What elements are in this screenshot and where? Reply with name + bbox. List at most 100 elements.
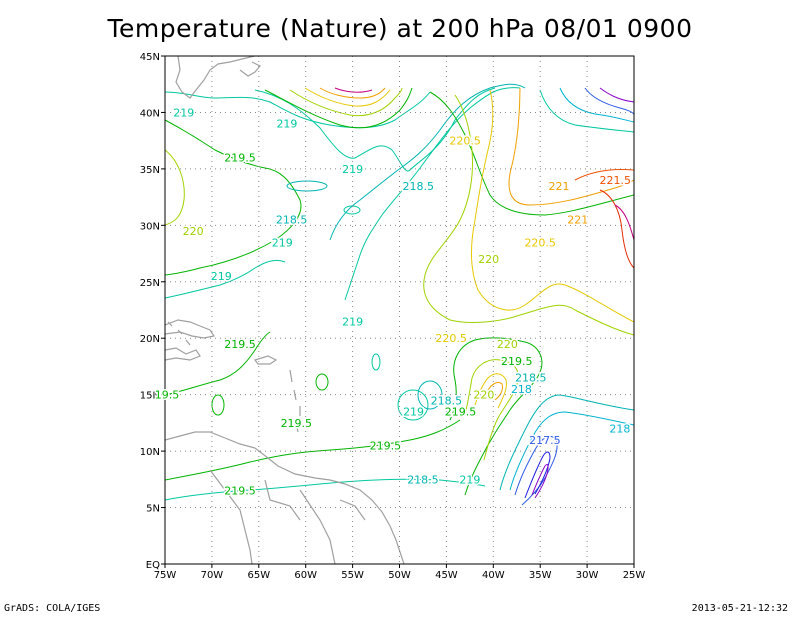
contour-label: 219	[342, 315, 363, 328]
contour-label: 219	[276, 118, 297, 131]
x-tick-label: 65W	[247, 570, 270, 581]
contour-label: 219	[211, 270, 232, 283]
contour-219-5-east	[429, 91, 634, 216]
y-tick-label: 25N	[140, 278, 160, 289]
y-tick-label: 20N	[140, 334, 160, 345]
y-tick-label: 15N	[140, 391, 160, 402]
contour-219-south	[165, 478, 486, 501]
contour-label: 218	[511, 383, 532, 396]
contour-label: 220.5	[524, 236, 556, 249]
contour-label: 220	[183, 225, 204, 238]
contour-219-western-lower	[165, 259, 286, 299]
contour-label: 219.5	[281, 417, 313, 430]
contour-219-5-south	[165, 419, 461, 481]
temperature-contours	[165, 83, 634, 506]
y-tick-label: 40N	[140, 108, 160, 119]
grid-lines	[165, 56, 634, 564]
contour-label: 219	[459, 473, 480, 486]
x-tick-label: 60W	[294, 570, 317, 581]
coast-interior-river-2	[299, 489, 336, 564]
contour-warm-core-1	[599, 189, 634, 269]
eddy-2	[286, 180, 328, 192]
footer-credit: GrADS: COLA/IGES	[4, 603, 101, 614]
contour-label: 219.5	[224, 338, 256, 351]
y-tick-label: EQ	[146, 560, 160, 571]
x-tick-label: 50W	[388, 570, 411, 581]
contour-ne-cold-3	[584, 87, 634, 115]
contour-label: 220	[478, 253, 499, 266]
contour-label: 220	[497, 338, 518, 351]
y-tick-label: 5N	[146, 504, 160, 515]
contour-tongue-221	[487, 381, 503, 401]
coast-north-america	[175, 56, 256, 99]
contour-label: 221.5	[599, 174, 631, 187]
y-tick-label: 10N	[140, 447, 160, 458]
map-title: Temperature (Nature) at 200 hPa 08/01 09…	[107, 14, 693, 43]
longitude-axis: 75W 70W 65W 60W 55W 50W 45W 40W 35W 30W 25W	[154, 564, 645, 581]
contour-ne-cold-2	[559, 87, 634, 123]
contour-label: 219.5	[224, 152, 256, 165]
eddy-7	[371, 353, 381, 371]
eddy-3	[315, 373, 329, 391]
contour-tongue-220	[464, 359, 519, 461]
eddy-1	[343, 205, 361, 215]
contour-label: 219.5	[370, 439, 402, 452]
contour-labels: 219 219 219.5 219 218.5 218.5 220.5 221 221.5 221…	[153, 105, 632, 499]
eddy-5	[417, 380, 443, 410]
contour-label: 218.5	[403, 180, 435, 193]
contour-label: 218.5	[515, 372, 547, 385]
contour-220-west	[165, 149, 185, 226]
contour-219-5-west	[165, 119, 302, 276]
contour-nc-warm-4	[319, 87, 386, 99]
contour-se-217	[524, 451, 551, 499]
contour-tongue-219-5	[449, 337, 543, 496]
contour-ne-cold-4	[599, 87, 634, 103]
y-tick-label: 30N	[140, 221, 160, 232]
contour-220-5	[471, 89, 634, 323]
coast-puerto-rico	[254, 355, 278, 365]
contour-label: 219	[173, 106, 194, 119]
contour-warm-core-2	[614, 204, 634, 241]
contour-219-central	[254, 87, 496, 172]
y-tick-label: 35N	[140, 165, 160, 176]
contour-219-5-caribbean	[165, 331, 271, 396]
contour-se-218	[509, 411, 634, 491]
contour-label: 220.5	[449, 135, 481, 148]
contour-label: 221	[567, 214, 588, 227]
x-tick-label: 40W	[482, 570, 505, 581]
footer-timestamp: 2013-05-21-12:32	[691, 603, 788, 614]
contour-nc-warm-3	[304, 87, 391, 107]
coast-interior-border	[264, 479, 366, 521]
eddy-6	[211, 394, 225, 416]
contour-label: 219.5	[501, 355, 533, 368]
contour-label: 218	[609, 423, 630, 436]
contour-label: 221	[548, 180, 569, 193]
contour-se-218-5	[499, 394, 634, 491]
contour-label: 219	[272, 236, 293, 249]
latitude-axis: EQ 5N 10N 15N 20N 25N 30N 35N 40N 45N	[140, 52, 165, 571]
contour-221	[508, 87, 634, 206]
contour-label: 218.5	[407, 473, 439, 486]
contour-220-east	[423, 94, 634, 336]
x-tick-label: 35W	[529, 570, 552, 581]
x-tick-label: 30W	[576, 570, 599, 581]
coast-hispaniola	[165, 347, 201, 361]
x-tick-label: 45W	[435, 570, 458, 581]
contour-label: 217.5	[529, 434, 561, 447]
contour-nc-warm-1	[264, 87, 413, 129]
contour-label: 219.5	[445, 406, 477, 419]
contour-nc-warm-2	[289, 87, 403, 117]
contour-label: 219	[342, 163, 363, 176]
contour-221-5	[574, 169, 634, 181]
contour-label: 220	[473, 389, 494, 402]
eddy-4	[397, 389, 429, 421]
contour-tongue-220-5	[474, 373, 507, 409]
contour-label: 220.5	[435, 332, 467, 345]
contour-219-meridional	[344, 87, 521, 301]
x-tick-label: 70W	[201, 570, 224, 581]
contour-label: 219	[403, 406, 424, 419]
coast-south-america	[165, 431, 405, 564]
x-tick-label: 75W	[154, 570, 177, 581]
contour-label: 218.5	[431, 394, 463, 407]
contour-label: 219.5	[224, 485, 256, 498]
